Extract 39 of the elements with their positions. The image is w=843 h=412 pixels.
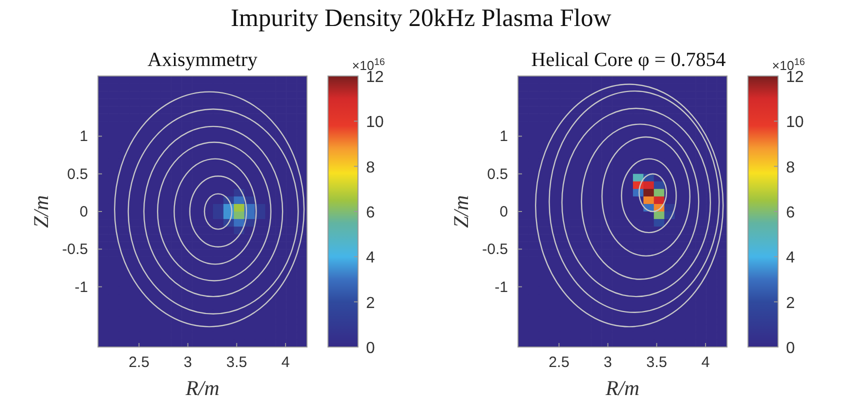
x-tick-label: 4 [281, 354, 290, 371]
y-tick-label: -1 [494, 278, 508, 296]
x-tick-label: 2.5 [128, 354, 150, 371]
color-bar-label: 4 [786, 250, 795, 267]
x-tick-label: 3.5 [226, 354, 248, 371]
x-tick-label: 3 [184, 354, 192, 371]
color-bar-label: 12 [786, 69, 804, 86]
y-tick-label: 1 [500, 128, 508, 146]
color-bar-label: 2 [786, 294, 795, 312]
color-bar-label: 8 [366, 159, 375, 176]
x-axis-title: R/m [184, 376, 220, 400]
y-tick-label: 0 [80, 204, 88, 220]
y-axis-title: Z/m [29, 195, 53, 228]
color-bar-label: 4 [366, 250, 375, 267]
chart-subtitle: Axisymmetry [148, 49, 258, 71]
color-bar-label: 2 [366, 294, 375, 312]
x-axis-title: R/m [604, 376, 640, 400]
color-bar-label: 10 [786, 114, 804, 132]
y-tick-label: -0.5 [482, 241, 508, 258]
y-tick-label: 0 [500, 204, 508, 220]
color-bar-label: 8 [786, 159, 795, 176]
text: Impurity Density 20kHz Plasma Flow [230, 5, 612, 32]
x-tick-label: 2.5 [548, 354, 570, 371]
y-tick-label: 0.5 [67, 166, 88, 183]
color-bar-label: 10 [366, 114, 384, 132]
x-tick-label: 3.5 [646, 354, 668, 371]
color-bar-label: 12 [366, 69, 384, 86]
y-tick-label: -1 [74, 278, 88, 296]
x-tick-label: 3 [604, 354, 612, 371]
y-axis-title: Z/m [449, 195, 473, 228]
y-tick-label: -0.5 [62, 241, 88, 258]
y-tick-label: 1 [80, 128, 88, 146]
color-bar-label: 6 [786, 204, 795, 222]
color-bar-label: 0 [786, 340, 795, 357]
color-bar-label: 6 [366, 204, 375, 222]
color-bar-label: 0 [366, 340, 375, 357]
chart-subtitle: Helical Core φ = 0.7854 [531, 49, 726, 71]
y-tick-label: 0.5 [487, 166, 508, 183]
x-tick-label: 4 [701, 354, 710, 371]
